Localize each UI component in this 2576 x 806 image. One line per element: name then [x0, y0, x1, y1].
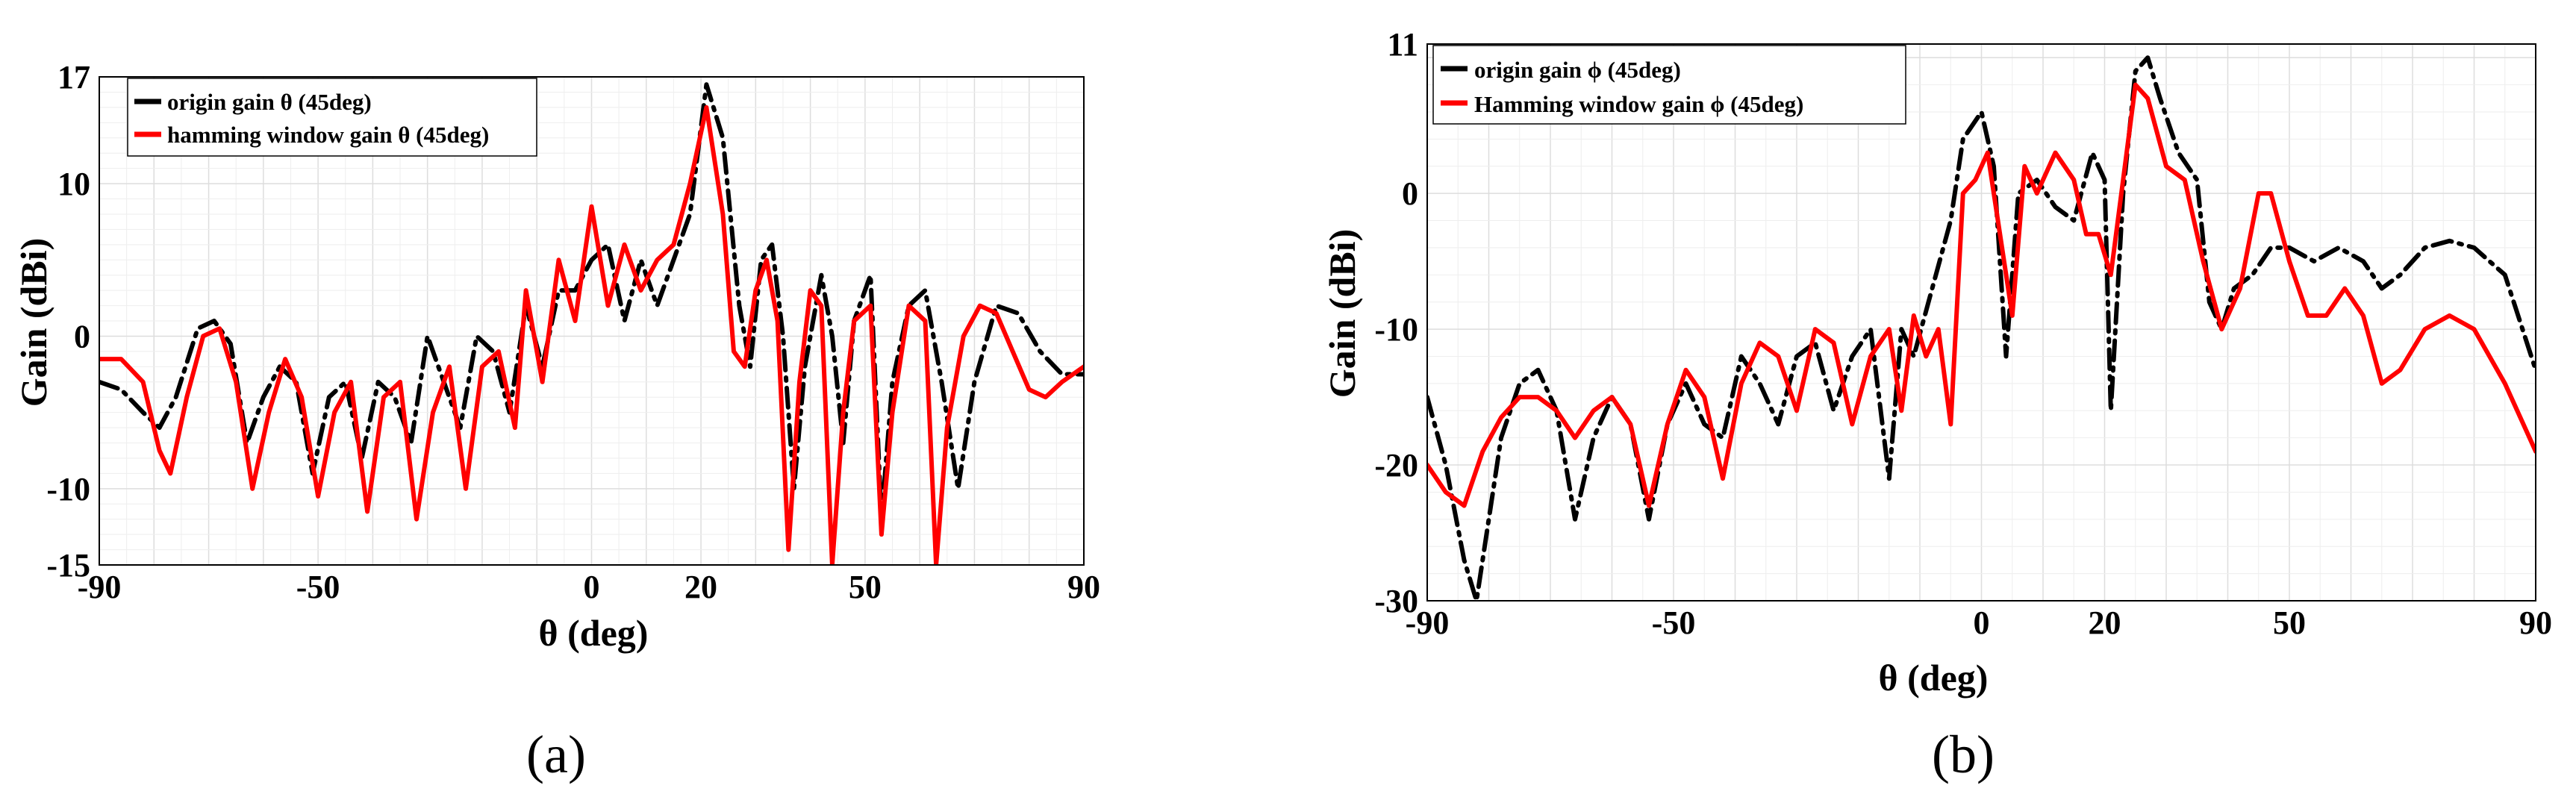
x-tick-label: -90: [78, 569, 122, 605]
chart-a-y-axis-label: Gain (dBi): [13, 238, 54, 407]
chart-a-legend-box: [127, 78, 537, 157]
chart-a-series-layer: [99, 82, 1084, 565]
chart-b-panel-label: (b): [1932, 725, 1995, 784]
chart-b-frame: [1426, 43, 2536, 602]
y-tick-label: 17: [57, 59, 90, 96]
chart-b-series-layer: [1427, 55, 2536, 601]
series-line-hamming: [99, 104, 1084, 565]
y-tick-label: -20: [1374, 447, 1418, 484]
chart-a-y-ticks: -15 -10 0 10 17: [46, 59, 90, 584]
chart-b-grid: [1426, 44, 2536, 602]
x-tick-label: -50: [1652, 604, 1696, 641]
chart-b-x-axis-label: θ (deg): [1879, 657, 1989, 699]
chart-b-x-ticks: -90 -50 0 20 50 90: [1406, 604, 2552, 641]
chart-b-legend-label-hamming: Hamming window gain ϕ (45deg): [1474, 91, 1803, 117]
chart-b-y-ticks: -30 -20 -10 0 11: [1374, 26, 1418, 619]
x-tick-label: 50: [2273, 604, 2306, 641]
x-tick-label: -90: [1406, 604, 1450, 641]
series-line-origin: [1427, 55, 2536, 601]
chart-a-legend-label-hamming: hamming window gain θ (45deg): [167, 122, 489, 148]
y-tick-label: 11: [1387, 26, 1418, 63]
chart-b: -30 -20 -10 0 11 -90 -50 0 20 50 90 Gain (dBi) θ …: [1321, 26, 2552, 784]
x-tick-label: 0: [584, 569, 600, 605]
y-tick-label: -15: [46, 547, 90, 584]
chart-a-x-axis-label: θ (deg): [539, 612, 649, 654]
x-tick-label: 0: [1974, 604, 1990, 641]
chart-b-y-axis-label: Gain (dBi): [1321, 229, 1363, 398]
chart-a-legend: origin gain θ (45deg) hamming window gai…: [127, 78, 537, 157]
chart-a: -15 -10 0 10 17 -90 -50 0 20 50 90 Gain (dBi) θ (…: [13, 59, 1100, 784]
chart-b-legend-label-origin: origin gain ϕ (45deg): [1474, 57, 1681, 83]
series-line-hamming: [1427, 82, 2536, 508]
x-tick-label: -50: [296, 569, 340, 605]
chart-b-legend-box: [1432, 45, 1906, 125]
x-tick-label: 20: [2089, 604, 2121, 641]
chart-a-legend-label-origin: origin gain θ (45deg): [167, 89, 372, 115]
y-tick-label: -10: [1374, 311, 1418, 348]
x-tick-label: 50: [849, 569, 882, 605]
chart-a-panel-label: (a): [526, 725, 586, 784]
y-tick-label: 0: [74, 318, 90, 354]
y-tick-label: 0: [1402, 175, 1418, 212]
x-tick-label: 90: [2519, 604, 2552, 641]
chart-b-legend: origin gain ϕ (45deg) Hamming window gai…: [1432, 45, 1906, 125]
chart-a-frame: [99, 76, 1085, 566]
x-tick-label: 20: [684, 569, 717, 605]
chart-a-x-ticks: -90 -50 0 20 50 90: [78, 569, 1100, 605]
y-tick-label: -10: [46, 471, 90, 507]
x-tick-label: 90: [1067, 569, 1100, 605]
y-tick-label: -30: [1374, 583, 1418, 619]
y-tick-label: 10: [57, 166, 90, 202]
